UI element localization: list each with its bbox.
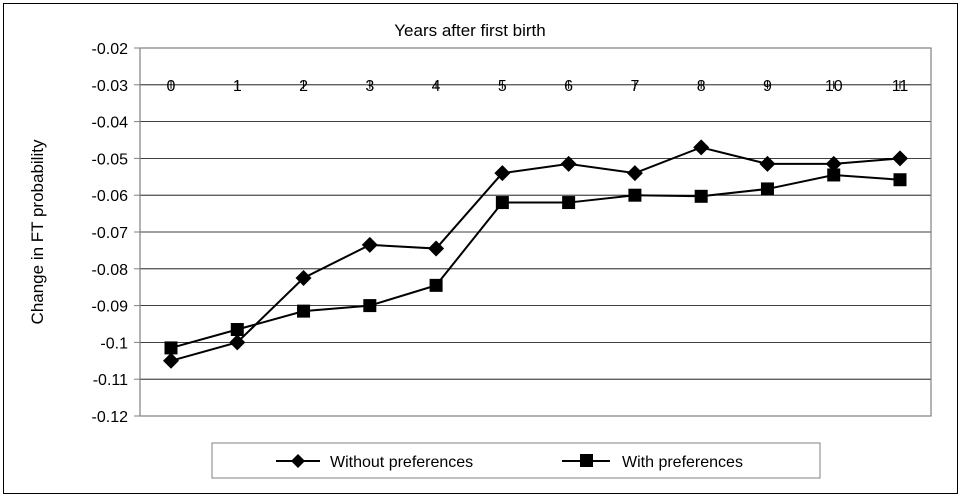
legend: Without preferences With preferences — [211, 442, 821, 479]
data-point-with-preferences — [827, 168, 841, 182]
x-tick-label: 9 — [763, 78, 772, 95]
x-tick-label: 0 — [167, 78, 176, 95]
legend-diamond-icon — [291, 454, 305, 468]
y-tick-label: -0.07 — [92, 225, 129, 242]
data-point-with-preferences — [694, 189, 708, 203]
gridlines — [140, 84, 931, 380]
x-axis-tick-labels: 0 1 2 3 4 5 6 7 8 9 10 11 — [167, 78, 909, 95]
x-tick-label: 8 — [697, 78, 706, 95]
legend-label-without-preferences: Without preferences — [330, 454, 473, 471]
data-point-with-preferences — [562, 196, 576, 210]
legend-square-icon — [580, 454, 593, 467]
x-tick-label: 4 — [432, 78, 441, 95]
data-point-without-preferences — [693, 139, 710, 156]
y-tick-label: -0.12 — [92, 409, 129, 426]
data-point-without-preferences — [428, 240, 445, 257]
data-point-with-preferences — [230, 323, 244, 337]
data-point-without-preferences — [892, 150, 908, 167]
data-point-without-preferences — [295, 270, 312, 286]
data-point-without-preferences — [494, 165, 511, 182]
chart-frame — [3, 3, 958, 494]
x-tick-label: 5 — [498, 78, 507, 95]
x-tick-label: 10 — [825, 78, 843, 95]
y-tick-label: -0.03 — [92, 78, 129, 95]
data-point-with-preferences — [429, 278, 443, 292]
legend-label-with-preferences: With preferences — [622, 454, 743, 471]
x-tick-label: 1 — [233, 78, 242, 95]
data-point-without-preferences — [626, 165, 643, 182]
x-tick-label: 11 — [892, 78, 909, 95]
data-point-without-preferences — [825, 155, 842, 172]
x-axis-title: Years after first birth — [394, 21, 546, 40]
data-point-without-preferences — [163, 352, 179, 369]
y-axis-title: Change in FT probability — [28, 139, 47, 324]
series-line-with-preferences — [170, 173, 901, 349]
y-axis-tick-labels: -0.02 -0.03 -0.04 -0.05 -0.06 -0.07 -0.08 -0.09… — [92, 41, 140, 426]
y-tick-label: -0.05 — [92, 151, 129, 168]
data-point-with-preferences — [495, 196, 509, 210]
x-tick-label: 7 — [630, 78, 639, 95]
series-line-without-preferences — [170, 146, 901, 362]
x-tick-label: 2 — [299, 78, 308, 95]
data-point-with-preferences — [297, 304, 311, 318]
data-point-with-preferences — [760, 182, 774, 196]
y-tick-label: -0.06 — [92, 188, 129, 205]
series-layer — [163, 139, 908, 369]
data-point-with-preferences — [893, 173, 907, 187]
x-tick-label: 3 — [365, 78, 374, 95]
y-tick-label: -0.11 — [93, 372, 128, 389]
data-point-without-preferences — [560, 155, 577, 172]
x-tick-label: 6 — [564, 78, 573, 95]
data-point-with-preferences — [363, 299, 377, 313]
data-point-without-preferences — [229, 334, 246, 351]
y-tick-label: -0.09 — [92, 299, 129, 316]
legend-item-with-preferences: With preferences — [562, 454, 743, 471]
data-point-without-preferences — [759, 155, 776, 172]
data-point-with-preferences — [628, 188, 642, 202]
y-tick-label: -0.02 — [92, 41, 129, 58]
y-tick-label: -0.04 — [92, 115, 129, 132]
y-tick-label: -0.1 — [100, 335, 128, 352]
legend-item-without-preferences: Without preferences — [276, 454, 473, 471]
data-point-with-preferences — [164, 341, 178, 355]
y-tick-label: -0.08 — [92, 262, 129, 279]
data-point-without-preferences — [361, 236, 378, 253]
